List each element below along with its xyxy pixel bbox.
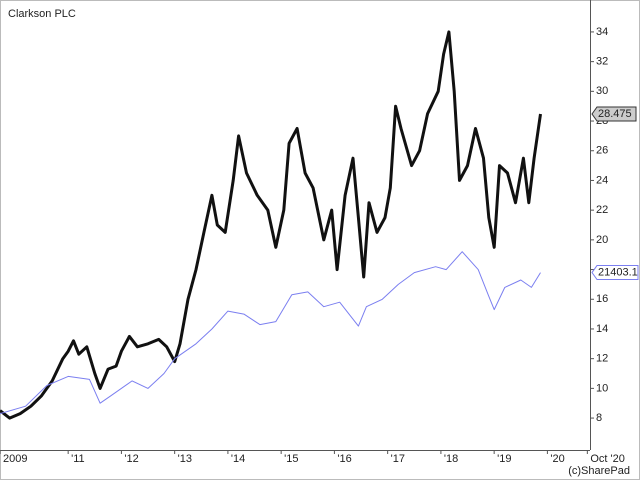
x-tick-label: '17 — [391, 453, 405, 465]
y-tick-label: 10 — [596, 382, 608, 394]
x-tick-label: '16 — [337, 453, 351, 465]
last-value-badge — [591, 106, 637, 122]
y-tick-label: 24 — [596, 174, 608, 186]
x-tick-label: '15 — [284, 453, 298, 465]
y-tick-label: 16 — [596, 293, 608, 305]
last-value-label: 21403.1 — [598, 266, 638, 278]
y-tick-label: 30 — [596, 85, 608, 97]
price-line — [0, 30, 542, 420]
x-tick-label: '18 — [444, 453, 458, 465]
y-tick-label: 12 — [596, 353, 608, 365]
y-tick-label: 22 — [596, 204, 608, 216]
price-line — [0, 251, 541, 415]
last-value-badge — [591, 265, 639, 281]
y-tick-label: 14 — [596, 323, 608, 335]
x-tick-label: '19 — [497, 453, 511, 465]
y-tick-label: 20 — [596, 234, 608, 246]
credit: (c)SharePad — [568, 465, 630, 477]
x-tick-label: '12 — [124, 453, 138, 465]
x-tick-label: '20 — [550, 453, 564, 465]
y-tick-label: 8 — [596, 412, 602, 424]
x-tick-label: '14 — [231, 453, 245, 465]
chart-title: Clarkson PLC — [8, 8, 76, 20]
x-tick-label: Oct '20 — [590, 453, 625, 465]
y-tick-label: 34 — [596, 26, 608, 38]
x-tick-label: '11 — [71, 453, 85, 465]
x-tick-label: '13 — [178, 453, 192, 465]
last-value-label: 28.475 — [598, 108, 632, 120]
x-tick-label: 2009 — [3, 453, 27, 465]
y-tick-label: 32 — [596, 56, 608, 68]
y-tick-label: 26 — [596, 145, 608, 157]
